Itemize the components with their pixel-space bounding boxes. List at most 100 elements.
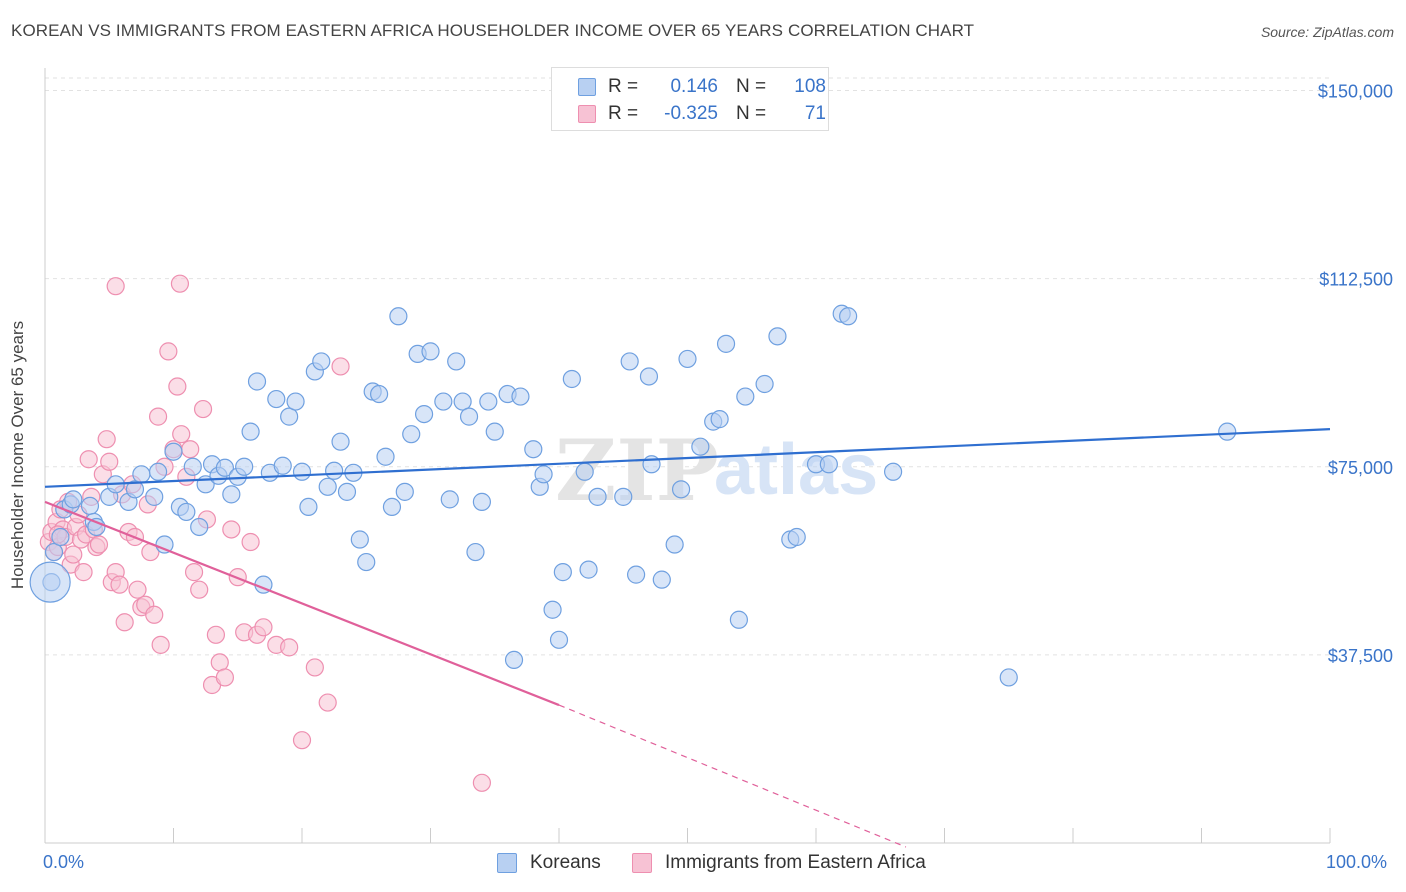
legend-swatch-eastern-africa (632, 853, 652, 873)
point-korean (614, 487, 633, 506)
point-korean (768, 327, 787, 346)
point-eastern-africa (318, 693, 337, 712)
point-korean (710, 410, 729, 429)
legend-label-eastern-africa: Immigrants from Eastern Africa (665, 852, 926, 873)
point-korean (299, 497, 318, 517)
point-korean (292, 462, 312, 481)
point-eastern-africa (292, 731, 312, 750)
point-eastern-africa (115, 613, 134, 632)
point-eastern-africa (64, 545, 83, 564)
point-korean (325, 461, 344, 480)
point-korean (51, 527, 70, 547)
series-legend: Koreans Immigrants from Eastern Africa (0, 852, 1406, 876)
point-korean (736, 387, 755, 406)
point-korean (145, 487, 164, 506)
trend-line-eastern-africa (44, 500, 560, 707)
y-tick-label: $37,500 (1328, 646, 1393, 666)
point-korean (447, 352, 466, 371)
legend-r-value: 0.146 (670, 76, 718, 97)
point-korean (177, 502, 196, 522)
legend-n-value: 71 (804, 103, 826, 124)
point-korean (337, 482, 357, 501)
y-tick-label: $75,000 (1328, 458, 1393, 478)
point-eastern-africa (89, 535, 109, 554)
point-korean (286, 392, 305, 411)
point-korean (588, 487, 607, 506)
chart-title: KOREAN VS IMMIGRANTS FROM EASTERN AFRICA… (11, 21, 975, 40)
point-korean (125, 480, 145, 499)
point-korean (504, 650, 524, 670)
point-korean (183, 457, 202, 476)
legend-n-value: 108 (794, 76, 826, 97)
point-eastern-africa (206, 625, 226, 644)
legend-n-label: N = (736, 103, 767, 124)
point-korean (1218, 422, 1237, 441)
point-korean (235, 457, 254, 476)
point-korean (553, 563, 572, 582)
point-korean (155, 535, 174, 554)
point-korean (678, 349, 697, 369)
point-korean (534, 465, 553, 484)
point-korean (671, 480, 691, 499)
point-korean (190, 517, 209, 537)
point-korean (148, 462, 168, 481)
point-eastern-africa (331, 357, 350, 376)
legend-swatch-koreans (497, 853, 517, 873)
point-korean (472, 492, 491, 511)
point-korean (652, 570, 671, 589)
point-eastern-africa (159, 342, 178, 361)
point-eastern-africa (215, 668, 234, 687)
point-eastern-africa (172, 425, 191, 444)
point-korean (729, 610, 749, 629)
point-korean (318, 477, 337, 496)
point-eastern-africa (106, 277, 125, 296)
legend-r-label: R = (608, 103, 639, 124)
point-eastern-africa (280, 638, 299, 657)
point-korean (312, 352, 331, 371)
point-eastern-africa (190, 580, 209, 599)
point-korean (421, 342, 440, 361)
point-eastern-africa (100, 452, 119, 471)
point-korean (479, 392, 498, 411)
point-korean (164, 442, 183, 461)
y-axis-label: Householder Income Over 65 years (8, 320, 27, 590)
trend-lines (44, 428, 1331, 848)
point-korean (639, 367, 659, 386)
watermark-atlas: atlas (714, 430, 878, 510)
point-korean (395, 482, 414, 501)
legend-item-koreans: Koreans (497, 852, 601, 874)
legend-swatch-pink (578, 105, 596, 123)
point-korean (434, 392, 453, 411)
point-korean (382, 497, 402, 517)
legend-swatch-blue (578, 78, 596, 96)
point-eastern-africa (472, 773, 491, 792)
point-korean (350, 530, 369, 549)
legend-item-eastern-africa: Immigrants from Eastern Africa (632, 852, 926, 874)
point-korean (839, 307, 858, 326)
series-koreans (29, 304, 1237, 687)
correlation-legend: R = 0.146 N = 108 R = -0.325 N = 71 (551, 67, 829, 131)
point-korean (132, 465, 151, 484)
point-eastern-africa (148, 407, 168, 426)
x-tick-label-max: 100.0% (1326, 852, 1388, 872)
point-korean (562, 369, 581, 389)
x-tick-label-min: 0.0% (43, 852, 85, 872)
point-korean (389, 307, 408, 326)
point-eastern-africa (145, 605, 164, 624)
y-tick-label: $112,500 (1319, 270, 1393, 290)
point-eastern-africa (184, 563, 204, 582)
point-eastern-africa (210, 653, 229, 672)
legend-r-value: -0.325 (664, 103, 718, 124)
point-eastern-africa (241, 532, 260, 552)
point-korean (999, 668, 1018, 687)
point-korean (64, 490, 83, 509)
point-korean (273, 456, 292, 475)
point-korean (376, 447, 395, 466)
point-korean (357, 552, 376, 572)
point-korean (787, 527, 806, 547)
point-korean (626, 565, 646, 584)
point-korean (716, 334, 736, 353)
point-eastern-africa (254, 618, 273, 637)
point-korean (485, 422, 504, 441)
point-korean (691, 437, 710, 456)
